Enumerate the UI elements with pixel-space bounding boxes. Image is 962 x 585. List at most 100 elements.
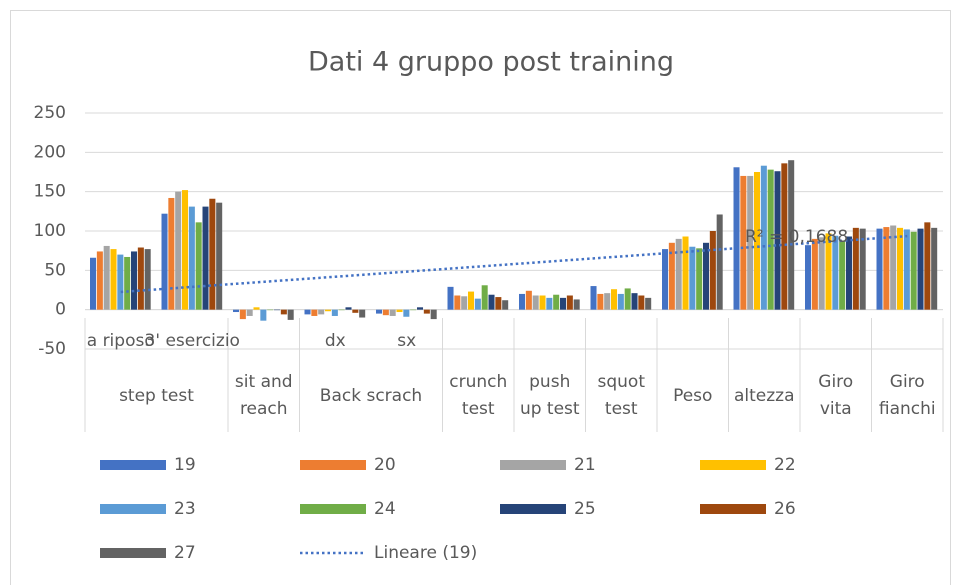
legend-label: 23 (174, 499, 196, 519)
bar (447, 286, 454, 310)
bar (590, 286, 597, 310)
bar (468, 291, 475, 310)
bar (338, 309, 345, 311)
bar (239, 309, 246, 320)
bar (325, 309, 332, 312)
y-tick-label: 250 (34, 103, 66, 123)
bar (260, 309, 267, 321)
bar (280, 309, 287, 315)
bar (903, 229, 910, 310)
bar (144, 249, 151, 310)
bar (733, 167, 740, 310)
bar (481, 285, 488, 310)
bar (559, 297, 567, 310)
bar (767, 169, 774, 310)
bar (825, 233, 832, 310)
legend-label: Lineare (19) (374, 543, 477, 563)
bar (624, 288, 631, 310)
bar (747, 175, 754, 310)
bar (931, 227, 938, 310)
bar (416, 307, 424, 310)
bar (917, 228, 924, 310)
group-label: Back scrach (319, 385, 423, 406)
bar (430, 309, 437, 320)
legend-label: 21 (574, 455, 596, 475)
bar (474, 298, 481, 310)
bar (702, 242, 710, 310)
x-tick-label: a riposo (87, 331, 155, 351)
bar (662, 249, 669, 310)
y-tick-label: 150 (34, 182, 66, 202)
group-label: Giro vita (818, 372, 854, 419)
bar (539, 295, 546, 310)
bar (832, 235, 839, 310)
bar (631, 293, 638, 310)
bar (709, 231, 716, 310)
bar (382, 309, 389, 316)
y-tick-label: 200 (34, 142, 66, 162)
group-label: Giro fianchi (878, 372, 936, 419)
bar (852, 227, 859, 310)
legend-label: 25 (574, 499, 596, 519)
bar (525, 290, 532, 310)
bar (617, 293, 624, 310)
bar (897, 227, 904, 310)
bar (376, 309, 383, 314)
bar (216, 202, 223, 310)
group-label: squot test (597, 372, 646, 419)
bar (668, 242, 675, 310)
legend-swatch (500, 504, 566, 514)
bar (859, 228, 866, 310)
bar (883, 227, 890, 310)
legend-swatch (300, 460, 366, 470)
legend-label: 24 (374, 499, 396, 519)
bar (117, 254, 124, 310)
bar (137, 247, 144, 310)
bar (403, 309, 410, 317)
bar (573, 299, 580, 310)
bar (202, 206, 209, 310)
bar (781, 163, 788, 310)
legend-label: 22 (774, 455, 796, 475)
bar (161, 213, 168, 310)
bar (546, 297, 553, 310)
bar (175, 191, 182, 310)
bar (495, 297, 502, 310)
bar (423, 309, 430, 314)
bar (754, 172, 761, 310)
legend-swatch (100, 548, 166, 558)
bar (519, 293, 526, 310)
bar (890, 225, 897, 310)
group-label: Peso (673, 385, 713, 406)
bar (638, 295, 645, 310)
bar (124, 256, 131, 310)
bar (716, 214, 723, 310)
bar (454, 295, 461, 310)
bar (488, 294, 495, 310)
bar (461, 296, 468, 310)
bar (682, 236, 689, 310)
legend-label: 27 (174, 543, 196, 563)
legend-swatch (300, 504, 366, 514)
bar (604, 293, 611, 310)
bar (502, 300, 509, 310)
y-tick-label: 50 (44, 260, 66, 280)
bar (246, 309, 253, 316)
bar (345, 307, 352, 310)
bar (209, 198, 216, 310)
y-tick-label: 100 (34, 221, 66, 241)
bar (760, 165, 767, 310)
bar (910, 231, 917, 310)
bar (740, 175, 747, 310)
bar (597, 293, 604, 310)
bar (924, 222, 931, 310)
bar (103, 245, 110, 310)
bar (331, 309, 338, 316)
bar (876, 228, 883, 310)
bar (233, 309, 240, 313)
x-tick-label: dx (325, 331, 346, 351)
group-label: altezza (733, 385, 795, 406)
legend-swatch (100, 504, 166, 514)
bar (311, 309, 318, 316)
